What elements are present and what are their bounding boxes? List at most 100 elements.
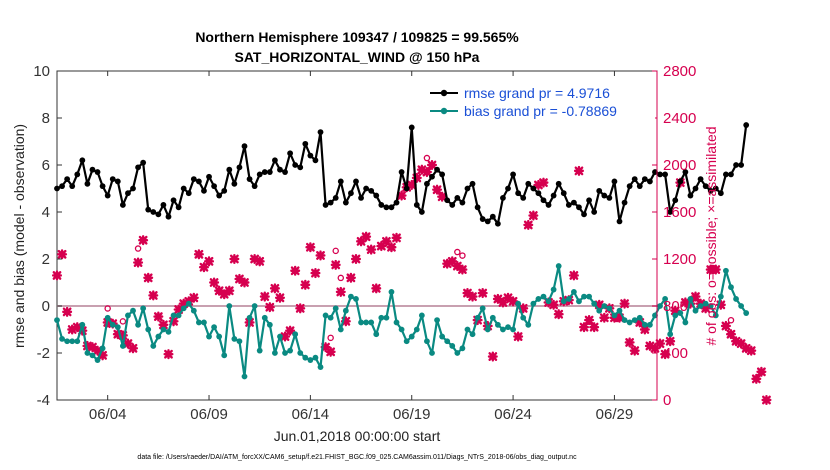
bias-point — [581, 293, 587, 300]
rmse-point — [130, 185, 136, 192]
obs-assimilated-point — [710, 264, 721, 275]
bias-point — [444, 338, 451, 345]
bias-point — [358, 319, 364, 326]
bias-point — [434, 317, 440, 323]
rmse-point — [570, 199, 577, 206]
bias-point — [297, 350, 304, 356]
obs-assimilated-point — [741, 343, 752, 354]
rmse-point — [515, 190, 522, 197]
obs-assimilated-point — [447, 256, 458, 267]
obs-assimilated-point — [720, 320, 731, 332]
obs-assimilated-point — [249, 253, 260, 265]
rmse-point — [353, 178, 359, 185]
rmse-point — [59, 183, 65, 190]
rmse-point — [641, 176, 648, 183]
rmse-point — [474, 204, 481, 211]
bias-point — [621, 317, 628, 323]
bias-point — [89, 352, 96, 359]
rmse-point — [272, 157, 278, 164]
rmse-point — [591, 209, 598, 215]
obs-assimilated-point — [188, 292, 199, 303]
bias-point — [525, 321, 532, 328]
y-tick-label: 2 — [42, 251, 50, 268]
bias-point — [282, 350, 288, 356]
bias-point — [601, 303, 608, 309]
obs-assimilated-point — [97, 350, 108, 361]
bias-point — [667, 331, 674, 338]
obs-assimilated-point — [533, 179, 544, 191]
obs-assimilated-point — [568, 270, 579, 281]
rmse-point — [74, 171, 81, 178]
obs-assimilated-point — [523, 219, 534, 230]
obs-assimilated-point — [746, 345, 757, 356]
obs-assimilated-point — [138, 235, 149, 246]
obs-assimilated-point — [573, 165, 584, 176]
obs-assimilated-point — [406, 179, 417, 191]
bias-point — [449, 343, 456, 349]
rmse-point — [322, 202, 329, 208]
x-tick-label: 06/04 — [89, 406, 127, 423]
rmse-point — [246, 176, 253, 183]
x-tick-label: 06/19 — [393, 406, 431, 423]
bias-point — [586, 293, 592, 300]
obs-assimilated-point — [462, 288, 473, 299]
bias-point — [104, 314, 111, 321]
bias-point — [738, 303, 745, 309]
bias-point — [109, 321, 116, 328]
bias-point — [555, 263, 562, 269]
bias-point — [636, 314, 643, 321]
rmse-point — [439, 171, 446, 178]
rmse-point — [378, 202, 385, 208]
bias-point — [626, 319, 633, 326]
y-tick-label-right: 0 — [663, 392, 671, 409]
obs-assimilated-point — [92, 345, 103, 356]
obs-assimilated-point — [386, 242, 397, 253]
legend-box — [423, 80, 655, 120]
rmse-point — [79, 157, 86, 164]
rmse-point — [707, 187, 714, 194]
rmse-point — [682, 169, 689, 175]
bias-point — [322, 312, 329, 319]
obs-assimilated-point — [426, 159, 438, 171]
bias-point — [657, 303, 663, 309]
bias-point — [611, 312, 618, 319]
rmse-point — [662, 171, 669, 178]
bias-point — [591, 300, 598, 307]
obs-assimilated-point — [67, 324, 78, 335]
rmse-point — [520, 195, 527, 201]
bias-point — [408, 333, 415, 340]
rmse-point — [216, 192, 223, 199]
obs-assimilated-point — [203, 256, 215, 267]
bias-point — [99, 345, 106, 352]
bias-point — [565, 296, 572, 302]
bias-point — [363, 319, 370, 326]
bias-point — [337, 326, 344, 333]
bias-point — [641, 321, 648, 328]
rmse-point — [525, 180, 532, 187]
rmse-point — [337, 178, 344, 185]
obs-assimilated-point — [178, 298, 189, 309]
bias-point — [413, 326, 420, 333]
bias-point — [277, 333, 283, 340]
obs-assimilated-point — [391, 232, 402, 243]
bias-point — [332, 305, 339, 312]
y-tick-label: -4 — [37, 392, 50, 409]
rmse-point — [540, 197, 547, 204]
rmse-point — [667, 209, 674, 215]
obs-assimilated-point — [705, 264, 716, 275]
obs-assimilated-point — [148, 290, 159, 301]
obs-assimilated-point — [259, 291, 270, 302]
bias-point — [439, 333, 446, 340]
obs-assimilated-point — [731, 336, 742, 347]
y-tick-label-right: 2800 — [663, 63, 696, 80]
bias-point — [723, 267, 729, 274]
bias-point — [489, 314, 496, 321]
rmse-point — [545, 202, 552, 208]
obs-assimilated-point — [670, 305, 681, 316]
bias-point — [94, 357, 101, 363]
footnote: data file: /Users/raeder/DAI/ATM_forcXX/… — [137, 454, 577, 461]
rmse-point — [672, 197, 679, 204]
bias-point — [180, 305, 187, 312]
rmse-point — [652, 169, 658, 175]
obs-assimilated-point — [700, 303, 711, 314]
